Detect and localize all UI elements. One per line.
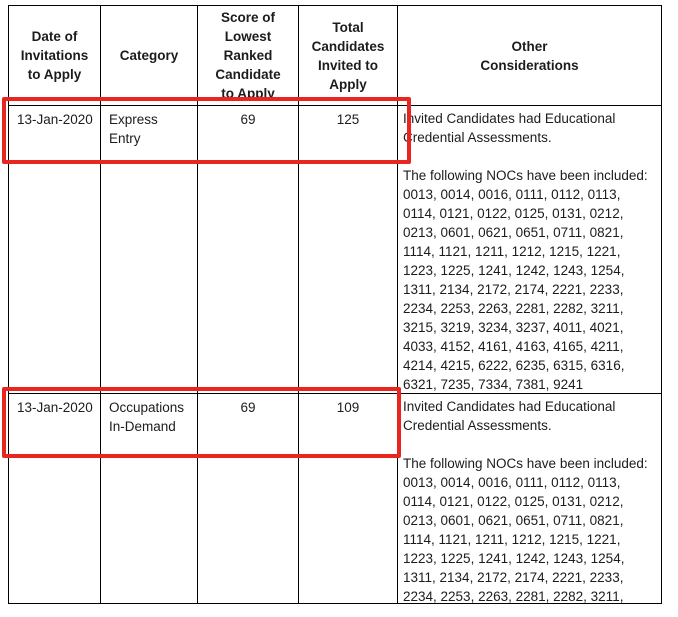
- column-header-category: Category: [101, 6, 198, 106]
- column-header-date-of-invitations: Date of Invitations to Apply: [9, 6, 101, 106]
- table-row-2-other-considerations-cell: Invited Candidates had Educational Crede…: [403, 399, 648, 603]
- table-row-1-total-cell: 125: [299, 106, 398, 394]
- table-row-2-category-cell: Occupations In-Demand: [101, 394, 198, 603]
- invitations-table: Date of Invitations to Apply Category Sc…: [8, 5, 662, 604]
- table-row-2-total-cell: 109: [299, 394, 398, 603]
- table-row-2-score-cell: 69: [198, 394, 299, 603]
- table-row-1-score-cell: 69: [198, 106, 299, 394]
- table-row-1-other-considerations-cell: Invited Candidates had Educational Crede…: [398, 106, 661, 394]
- column-header-score-lowest-ranked: Score of Lowest Ranked Candidate to Appl…: [198, 6, 299, 106]
- table-row-2-date-cell: 13-Jan-2020: [9, 394, 101, 603]
- table-row-1-date-cell: 13-Jan-2020: [9, 106, 101, 394]
- column-header-other-considerations: Other Considerations: [398, 6, 661, 106]
- table-row-1-category-cell: Express Entry: [101, 106, 198, 394]
- column-header-total-candidates: Total Candidates Invited to Apply: [299, 6, 398, 106]
